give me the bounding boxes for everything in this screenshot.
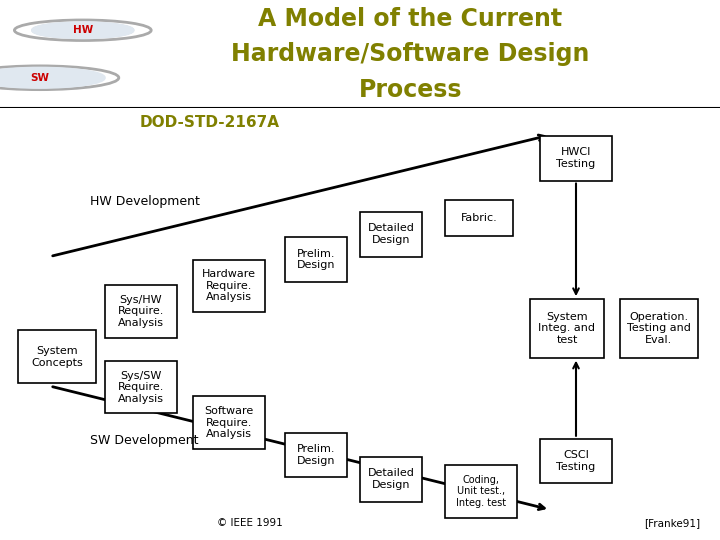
Bar: [193, 396, 265, 449]
Bar: [193, 260, 265, 312]
Bar: [105, 361, 177, 414]
Bar: [285, 433, 347, 477]
Text: HW: HW: [73, 25, 93, 35]
Text: Hardware
Require.
Analysis: Hardware Require. Analysis: [202, 269, 256, 302]
Text: DOD-STD-2167A: DOD-STD-2167A: [140, 115, 280, 130]
Text: Coding,
Unit test.,
Integ. test: Coding, Unit test., Integ. test: [456, 475, 506, 508]
Text: Detailed
Design: Detailed Design: [368, 468, 415, 490]
Bar: [360, 457, 422, 502]
Text: Sys/HW
Require.
Analysis: Sys/HW Require. Analysis: [118, 295, 164, 328]
Text: Prelim.
Design: Prelim. Design: [297, 249, 336, 271]
Bar: [530, 299, 604, 357]
Circle shape: [32, 23, 133, 38]
Bar: [540, 438, 612, 483]
Circle shape: [32, 23, 133, 38]
Text: HW Development: HW Development: [90, 195, 200, 208]
Text: HWCI
Testing: HWCI Testing: [557, 147, 595, 169]
Text: A Model of the Current: A Model of the Current: [258, 8, 562, 31]
Text: Process: Process: [359, 78, 462, 102]
Bar: [445, 200, 513, 237]
Text: Software
Require.
Analysis: Software Require. Analysis: [204, 406, 253, 439]
Bar: [360, 212, 422, 256]
Text: Hardware/Software Design: Hardware/Software Design: [231, 42, 590, 66]
Text: Detailed
Design: Detailed Design: [368, 224, 415, 245]
Text: Operation.
Testing and
Eval.: Operation. Testing and Eval.: [627, 312, 691, 345]
Text: Fabric.: Fabric.: [461, 213, 498, 223]
Text: Prelim.
Design: Prelim. Design: [297, 444, 336, 465]
Text: System
Concepts: System Concepts: [31, 346, 83, 368]
Text: CSCI
Testing: CSCI Testing: [557, 450, 595, 472]
Text: SW Development: SW Development: [90, 434, 199, 447]
Text: © IEEE 1991: © IEEE 1991: [217, 518, 283, 528]
Text: Sys/SW
Require.
Analysis: Sys/SW Require. Analysis: [118, 370, 164, 404]
Bar: [445, 465, 517, 518]
Circle shape: [0, 68, 104, 87]
Bar: [285, 237, 347, 282]
Bar: [540, 136, 612, 180]
Bar: [18, 330, 96, 383]
Bar: [105, 285, 177, 338]
Text: System
Integ. and
test: System Integ. and test: [539, 312, 595, 345]
Text: [Franke91]: [Franke91]: [644, 518, 700, 528]
Bar: [620, 299, 698, 357]
Text: SW: SW: [30, 73, 49, 83]
Circle shape: [32, 23, 133, 38]
